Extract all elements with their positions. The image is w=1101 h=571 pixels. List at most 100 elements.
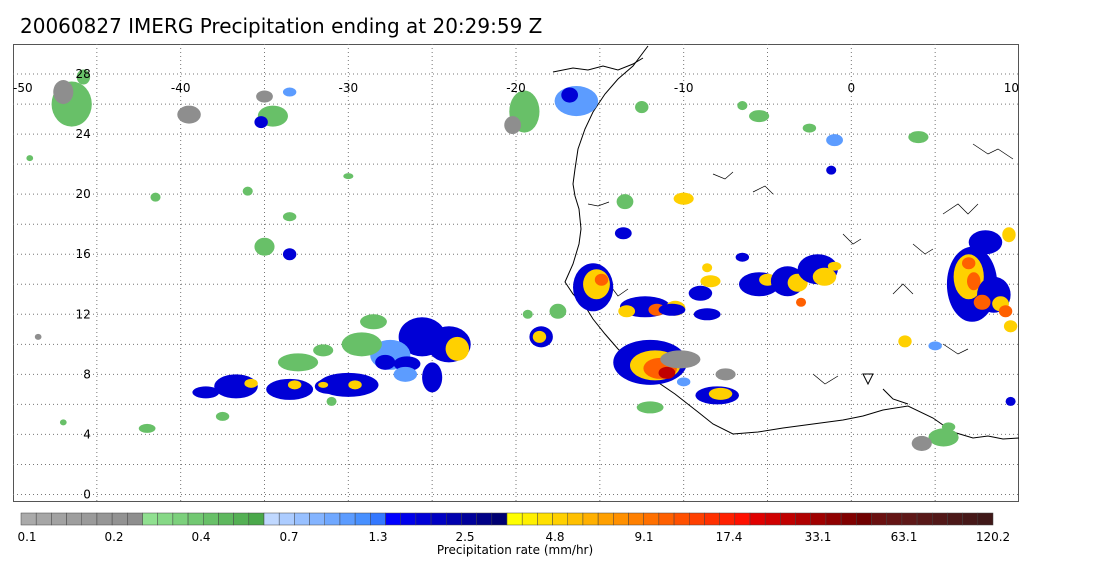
colorbar-swatch	[810, 512, 827, 526]
colorbar-swatch	[66, 512, 82, 526]
lat-label: 24	[76, 127, 91, 141]
colorbar-swatch	[932, 512, 948, 526]
lon-label: -10	[674, 81, 694, 95]
colorbar-swatch	[415, 512, 432, 526]
precip-cell	[53, 80, 74, 105]
colorbar-tick-label: 1.3	[368, 530, 388, 544]
precip-cell	[618, 305, 636, 318]
precip-cell	[928, 428, 959, 447]
colorbar-swatch	[278, 512, 295, 526]
precip-cell	[928, 341, 942, 351]
colorbar-swatch	[263, 512, 280, 526]
colorbar-swatch	[780, 512, 796, 526]
precip-cell	[998, 305, 1013, 318]
precip-cell	[826, 165, 837, 175]
longitude-labels: -50 -40 -30 -20 -10 0 10	[13, 81, 1019, 95]
colorbar-swatch	[613, 512, 629, 526]
precip-cell	[693, 308, 721, 321]
gulf-islands	[862, 373, 874, 386]
colorbar-swatch	[719, 512, 736, 526]
precip-cell	[735, 252, 750, 262]
colorbar-swatch	[400, 512, 417, 526]
colorbar-swatch	[947, 512, 963, 526]
precip-cell	[941, 422, 956, 432]
colorbar-swatch	[370, 512, 386, 526]
precip-cell	[522, 309, 533, 319]
precip-cell	[26, 155, 34, 162]
precip-cell	[277, 353, 319, 372]
precipitation-map: -50 -40 -30 -20 -10 0 10 28 24 20 16 12 8 4 0	[13, 44, 1019, 502]
precip-cell	[504, 116, 522, 135]
precip-cell	[636, 401, 664, 414]
precip-cell	[660, 350, 701, 369]
precip-cell	[658, 303, 686, 316]
colorbar-tick-label: 0.1	[17, 530, 37, 544]
colorbar-swatch	[628, 512, 644, 526]
lon-label: -40	[171, 81, 191, 95]
colorbar-swatch	[764, 512, 781, 526]
colorbar-swatch	[901, 512, 918, 526]
map-title: 20060827 IMERG Precipitation ending at 2…	[20, 14, 543, 38]
colorbar-tick-label: 9.1	[634, 530, 654, 544]
precip-cell	[827, 261, 842, 271]
precip-cell	[673, 192, 694, 205]
colorbar-title: Precipitation rate (mm/hr)	[436, 543, 594, 557]
precip-cell	[737, 101, 748, 111]
colorbar-swatch	[643, 512, 660, 526]
colorbar-swatch	[20, 512, 37, 526]
lat-label: 12	[76, 307, 91, 321]
colorbar-swatch	[734, 512, 751, 526]
colorbar-swatch	[537, 512, 553, 526]
colorbar-swatch	[96, 512, 113, 526]
precip-cell	[702, 263, 713, 273]
colorbar-swatch	[446, 512, 462, 526]
colorbar-swatch	[521, 512, 538, 526]
precip-cell	[150, 192, 161, 202]
colorbar	[20, 512, 994, 526]
lat-label: 20	[76, 187, 91, 201]
precip-cell	[343, 173, 354, 180]
lon-label: 10	[1004, 81, 1019, 95]
colorbar-swatch	[673, 512, 690, 526]
colorbar-tick-label: 63.1	[890, 530, 918, 544]
colorbar-swatch	[339, 512, 356, 526]
precip-cell	[532, 330, 547, 343]
precip-cell	[287, 380, 302, 390]
africa-coastline-north	[552, 57, 644, 73]
precip-cell	[961, 257, 976, 270]
precip-cell	[658, 366, 676, 379]
colorbar-swatch	[552, 512, 568, 526]
precip-cell	[254, 237, 275, 256]
colorbar-swatch	[309, 512, 325, 526]
precip-cell	[594, 273, 609, 286]
precip-cell	[282, 212, 297, 222]
colorbar-tick-label: 33.1	[804, 530, 832, 544]
colorbar-swatch	[294, 512, 310, 526]
lon-label: 0	[848, 81, 856, 95]
colorbar-swatch	[385, 512, 401, 526]
precip-cell	[796, 297, 807, 307]
precip-cell	[898, 335, 912, 348]
colorbar-swatch	[354, 512, 371, 526]
precip-cell	[445, 336, 470, 361]
colorbar-swatch	[977, 512, 994, 526]
precip-cell	[244, 378, 258, 388]
colorbar-swatch	[962, 512, 979, 526]
colorbar-swatch	[111, 512, 128, 526]
lat-label: 0	[83, 487, 91, 501]
colorbar-swatch	[81, 512, 98, 526]
colorbar-tick-label: 2.5	[455, 530, 475, 544]
colorbar-swatch	[461, 512, 477, 526]
colorbar-swatch	[218, 512, 234, 526]
precip-cell	[215, 411, 230, 421]
lat-label: 16	[76, 247, 91, 261]
precip-cell	[749, 110, 770, 123]
precip-cell	[635, 101, 649, 114]
africa-coastline	[564, 45, 1019, 440]
precip-cell	[802, 123, 817, 133]
lon-label: -20	[506, 81, 526, 95]
colorbar-swatch	[476, 512, 493, 526]
precip-cell	[242, 186, 253, 196]
lon-label: -30	[339, 81, 359, 95]
colorbar-swatch	[597, 512, 614, 526]
